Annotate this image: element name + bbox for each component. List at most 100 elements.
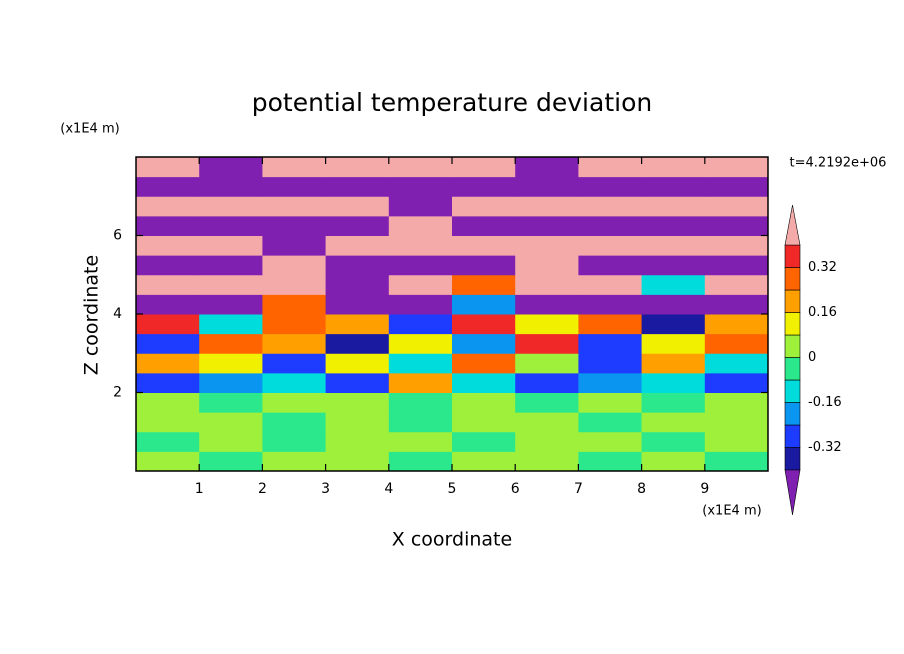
colorbar-extension [784,469,801,516]
contour-cell [388,196,453,217]
contour-cell [641,372,706,393]
colorbar-tick-label: 0 [808,350,816,365]
y-tick-label: 6 [113,228,122,244]
contour-cell [199,431,263,452]
contour-cell [136,274,200,295]
contour-cell [452,431,516,452]
contour-cell [325,274,390,295]
contour-cell [262,333,327,354]
contour-cell [136,372,200,393]
contour-cell [515,333,579,354]
contour-cell [452,314,516,335]
colorbar-tick-label: 0.32 [808,260,837,275]
contour-cell [452,176,516,197]
y-unit-label: (x1E4 m) [60,122,119,137]
colorbar-tick-label: -0.16 [808,395,842,410]
contour-cell [452,333,516,354]
contour-cell [578,176,643,197]
colorbar-box [784,424,801,448]
contour-cell [641,255,706,276]
contour-cell [388,392,453,413]
x-tick-label: 1 [195,481,204,497]
x-tick-label: 9 [700,481,709,497]
contour-cell [515,274,579,295]
x-axis-label: X coordinate [392,529,512,551]
contour-cell [704,314,769,335]
contour-cell [199,412,263,433]
colorbar-box [784,289,801,313]
contour-cell [325,412,390,433]
contour-cell [704,255,769,276]
contour-cell [136,314,200,335]
contour-cell [199,294,263,315]
contour-cell [262,392,327,413]
contour-cell [704,196,769,217]
contour-cell [262,176,327,197]
contour-cell [578,412,643,433]
contour-cell [452,235,516,256]
contour-cell [704,157,769,178]
contour-cell [641,294,706,315]
contour-cell [641,333,706,354]
contour-cell [578,431,643,452]
contour-cell [515,412,579,433]
contour-cell [388,255,453,276]
contour-cell [704,431,769,452]
contour-cell [578,235,643,256]
contour-cell [452,353,516,374]
contour-cell [325,333,390,354]
contour-cell [578,255,643,276]
x-tick-label: 2 [258,481,267,497]
colorbar-box [784,357,801,381]
contour-cell [515,235,579,256]
contour-cell [452,274,516,295]
contour-cell [515,372,579,393]
contour-cell [515,353,579,374]
contour-cell [578,196,643,217]
contour-cell [199,215,263,236]
contour-cell [325,235,390,256]
contour-cell [641,157,706,178]
contour-cell [325,157,390,178]
contour-cell [136,431,200,452]
contour-cell [136,255,200,276]
contour-cell [136,412,200,433]
contour-cell [388,412,453,433]
contour-cell [199,176,263,197]
contour-cell [388,353,453,374]
contour-cell [641,235,706,256]
contour-cell [515,176,579,197]
contour-cell [388,176,453,197]
contour-cell [136,451,200,472]
contour-cell [199,255,263,276]
contour-cell [388,451,453,472]
contour-cell [452,451,516,472]
contour-cell [515,215,579,236]
axes: 1 2 3 4 5 6 7 8 9 2 4 6 [113,156,769,497]
y-axis-label: Z coordinate [81,255,103,375]
contour-cell [262,431,327,452]
contour-cell [199,196,263,217]
contour-cell [515,431,579,452]
contour-cell [262,196,327,217]
colorbar-box [784,267,801,291]
colorbar-box [784,402,801,426]
contour-cell [262,215,327,236]
contour-cell [199,333,263,354]
contour-cell [641,392,706,413]
contour-cell [199,372,263,393]
x-tick-label: 7 [574,481,583,497]
colorbar-box [784,447,801,471]
contour-cell [704,412,769,433]
contour-cell [641,215,706,236]
contour-cell [578,314,643,335]
contour-cell [388,235,453,256]
contour-cell [578,215,643,236]
contour-cell [388,333,453,354]
time-label: t=4.2192e+06 [790,156,887,171]
y-tick-label: 2 [113,385,122,401]
contour-cell [515,294,579,315]
contour-cell [199,274,263,295]
y-tick-label: 4 [113,306,122,322]
